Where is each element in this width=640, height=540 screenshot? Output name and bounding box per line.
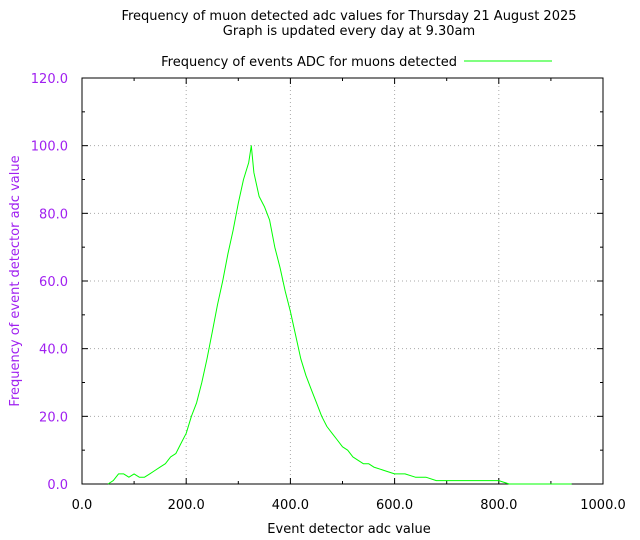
series-layer [107,145,572,485]
x-tick-label: 800.0 [480,498,517,513]
x-tick-label: 400.0 [272,498,309,513]
series-line [107,145,572,485]
y-tick-label: 80.0 [39,207,68,222]
axes [81,77,604,485]
chart-subtitle: Graph is updated every day at 9.30am [223,24,475,39]
y-axis-label: Frequency of event detector adc value [8,155,23,406]
legend-label: Frequency of events ADC for muons detect… [161,55,457,70]
y-tick-label: 60.0 [39,275,68,290]
y-tick-label: 40.0 [39,343,68,358]
y-tick-label: 120.0 [31,72,68,87]
y-tick-labels: 0.0 20.0 40.0 60.0 80.0 100.0 120.0 [31,72,68,493]
x-tick-label: 1000.0 [580,498,626,513]
x-tick-label: 200.0 [168,498,205,513]
x-tick-label: 600.0 [376,498,413,513]
grid [82,78,603,484]
x-tick-labels: 0.0 200.0 400.0 600.0 800.0 1000.0 [72,498,626,513]
chart-title: Frequency of muon detected adc values fo… [121,9,576,24]
y-tick-label: 0.0 [47,478,68,493]
y-tick-label: 100.0 [31,140,68,155]
x-axis-label: Event detector adc value [267,522,430,537]
x-tick-label: 0.0 [72,498,93,513]
legend: Frequency of events ADC for muons detect… [161,55,552,70]
y-tick-label: 20.0 [39,410,68,425]
plot-frame [81,77,604,485]
